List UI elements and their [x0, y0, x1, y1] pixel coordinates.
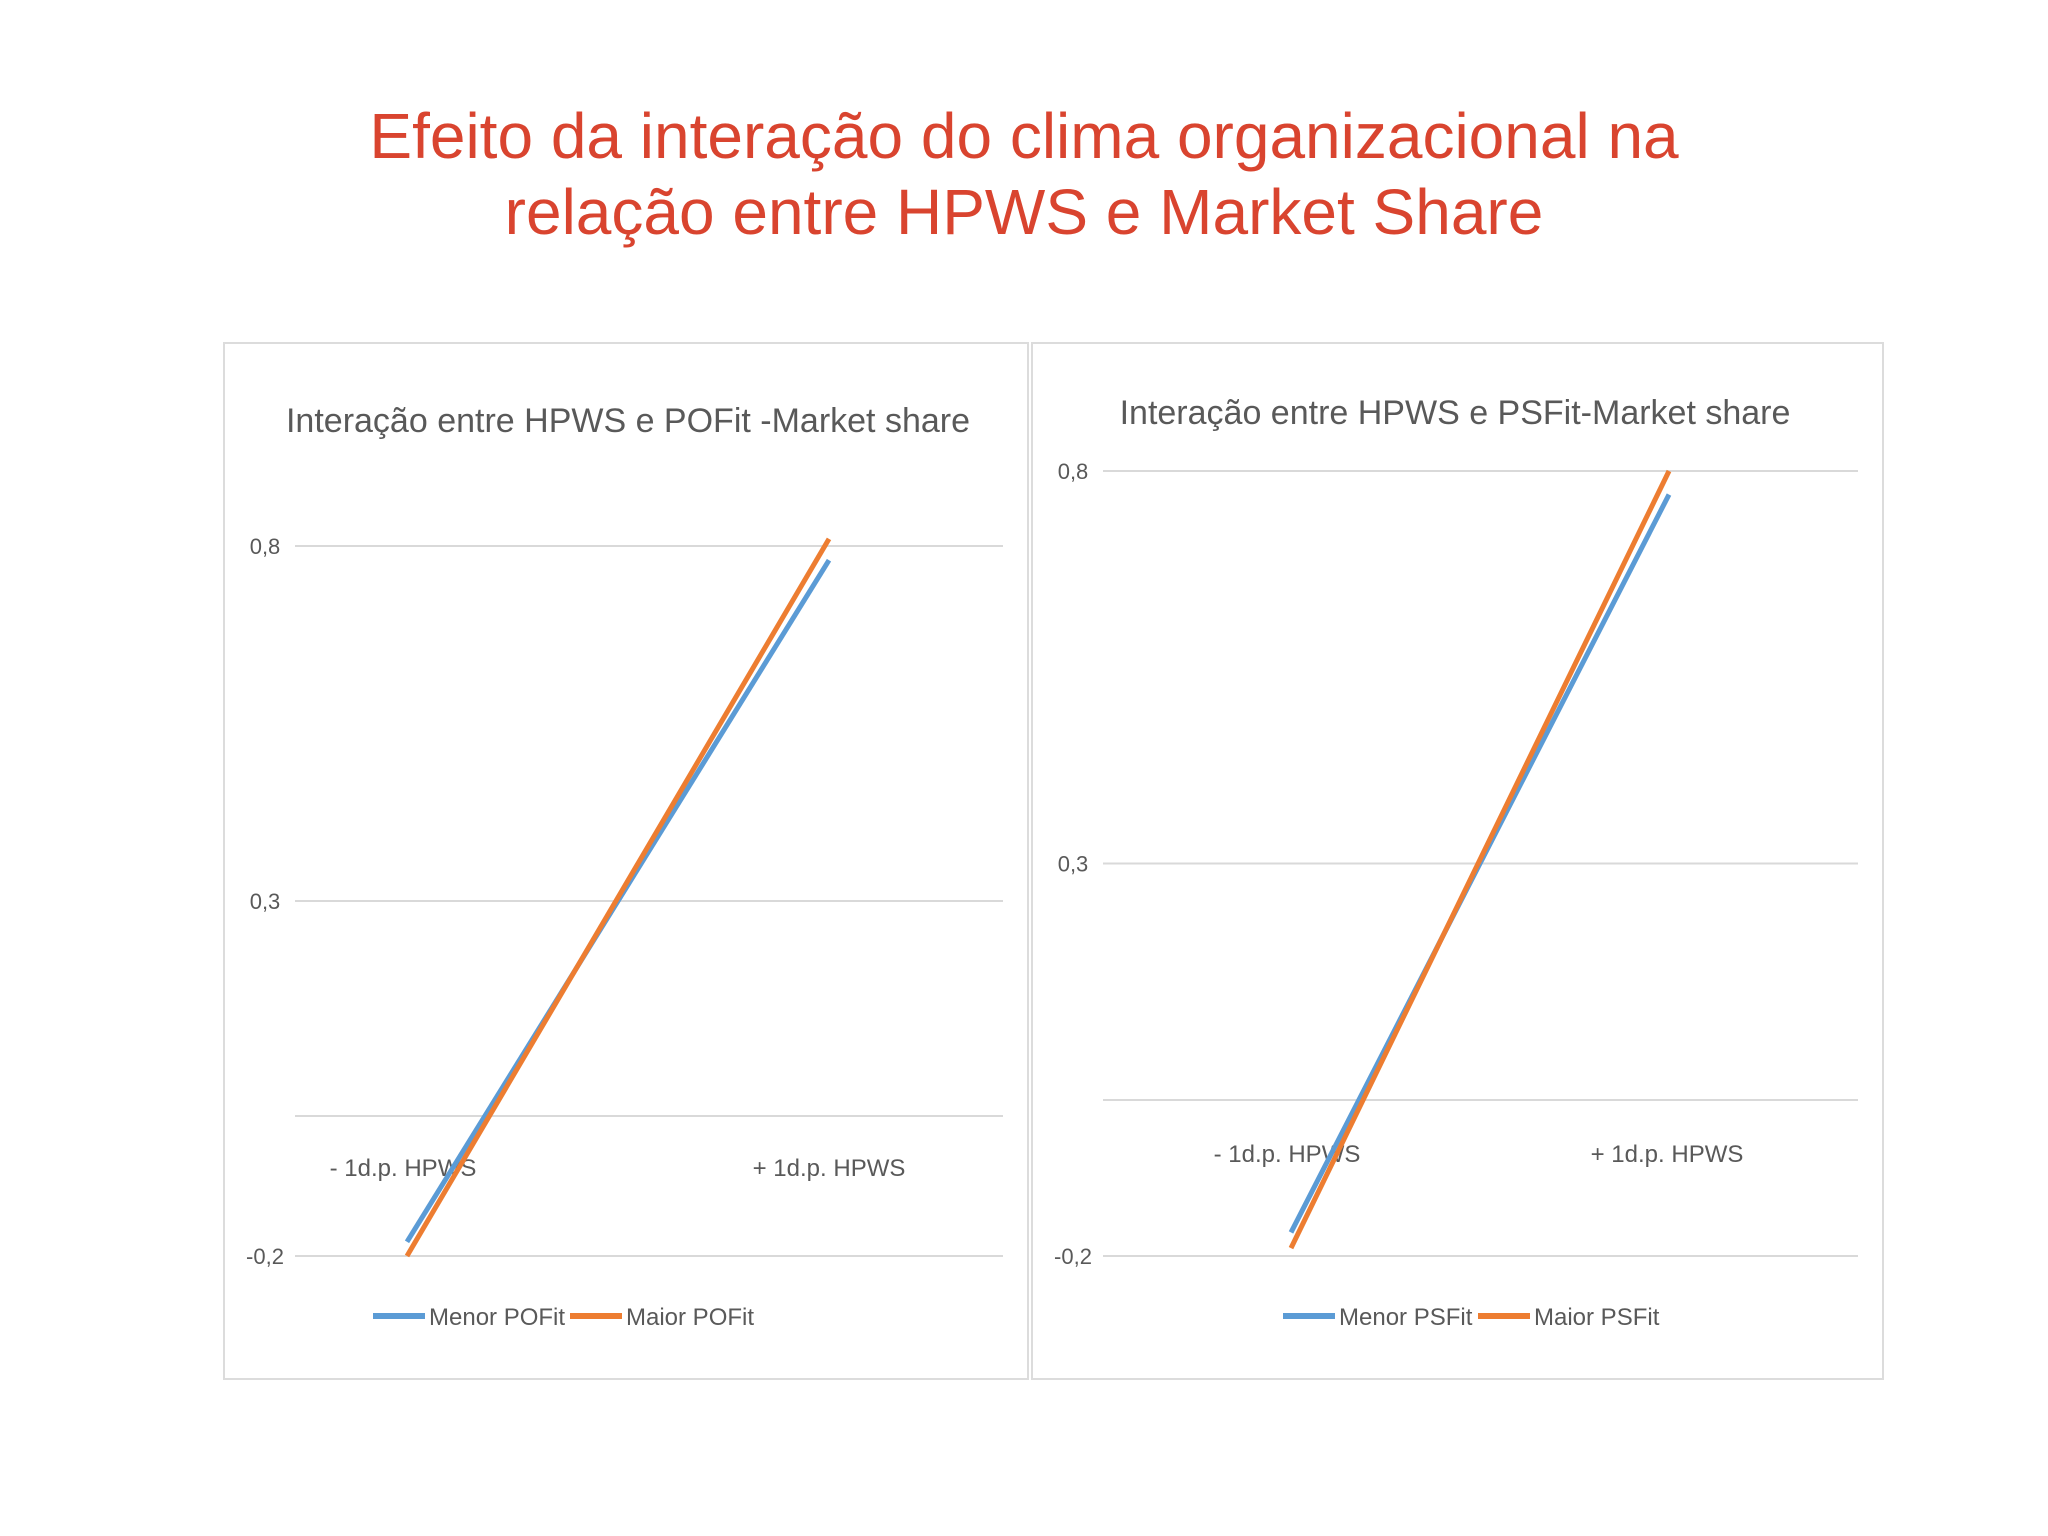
chart-title: Interação entre HPWS e PSFit-Market shar… — [1120, 394, 1791, 432]
chart-pofit: Interação entre HPWS e POFit -Market sha… — [246, 402, 1003, 1331]
series-line-maior-psfit — [1288, 469, 1672, 1250]
y-tick-label: 0,3 — [1058, 852, 1089, 877]
x-category-label: + 1d.p. HPWS — [753, 1155, 906, 1182]
chart-title: Interação entre HPWS e POFit -Market sha… — [286, 402, 970, 440]
x-category-label: + 1d.p. HPWS — [1591, 1141, 1744, 1168]
legend-label: Maior PSFit — [1534, 1304, 1660, 1331]
y-tick-label: -0,2 — [1054, 1244, 1092, 1269]
y-tick-label: 0,3 — [250, 889, 281, 914]
y-tick-label: 0,8 — [250, 534, 281, 559]
chart-panel-psfit: Interação entre HPWS e PSFit-Market shar… — [1031, 342, 1884, 1380]
y-tick-label: -0,2 — [246, 1244, 284, 1269]
y-tick-label: 0,8 — [1058, 459, 1089, 484]
slide-title: Efeito da interação do clima organizacio… — [0, 98, 2048, 250]
chart-panel-pofit: Interação entre HPWS e POFit -Market sha… — [223, 342, 1029, 1380]
legend-label: Menor PSFit — [1339, 1304, 1473, 1331]
chart-psfit: Interação entre HPWS e PSFit-Market shar… — [1054, 394, 1858, 1331]
legend-label: Maior POFit — [626, 1304, 754, 1331]
slide-title-line-1: Efeito da interação do clima organizacio… — [369, 100, 1679, 172]
series-line-maior-pofit — [404, 537, 832, 1258]
legend-label: Menor POFit — [429, 1304, 565, 1331]
slide-title-line-2: relação entre HPWS e Market Share — [504, 176, 1544, 248]
